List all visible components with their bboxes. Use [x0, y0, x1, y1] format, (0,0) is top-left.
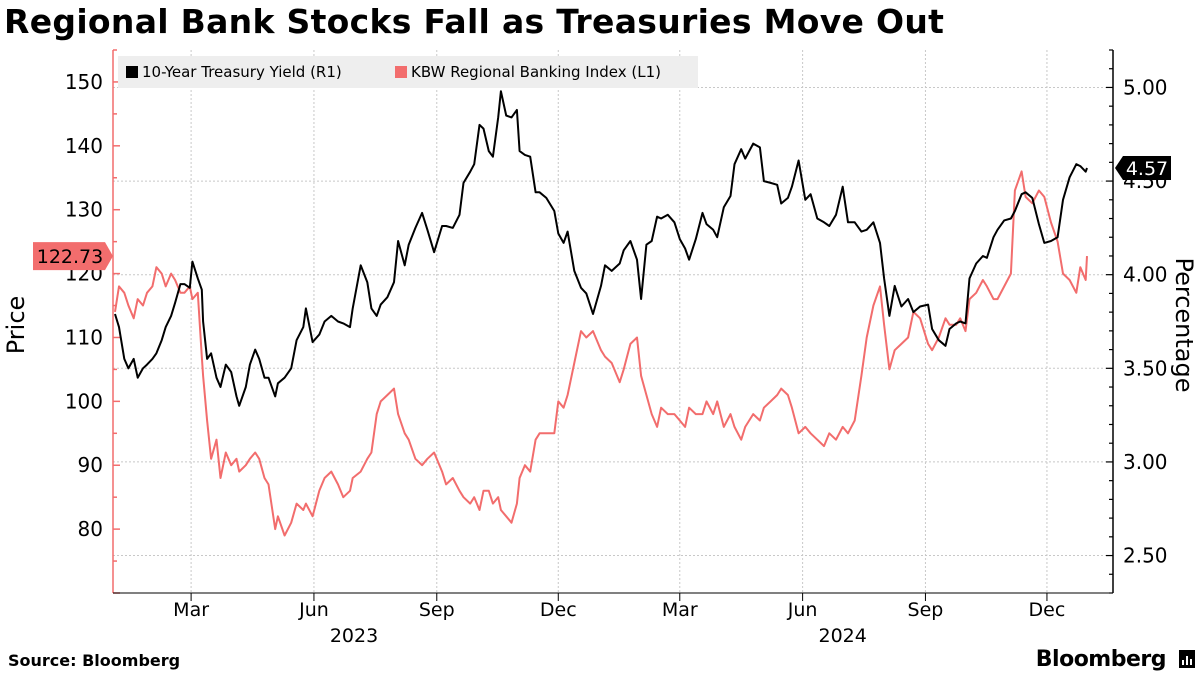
- x-axis-tick-label: Dec: [1029, 599, 1066, 621]
- x-axis-tick-label: Dec: [540, 599, 577, 621]
- last-value-flag-kbw-label: 122.73: [37, 246, 103, 268]
- y-axis-right-tick-label: 4.00: [1123, 263, 1168, 287]
- x-axis-tick-label: Mar: [173, 599, 209, 621]
- x-axis-year-label: 2023: [330, 625, 378, 647]
- last-value-flag-kbw-bg: [33, 242, 113, 271]
- x-axis-tick-label: Sep: [419, 599, 455, 621]
- y-axis-left-tick-label: 100: [65, 389, 103, 413]
- chart-lines: [114, 90, 1088, 537]
- y-axis-right-tick-label: 2.50: [1123, 544, 1168, 568]
- bloomberg-badge-icon: [1179, 650, 1195, 668]
- legend-swatch-yield: [126, 66, 138, 78]
- y-axis-left-tick-label: 90: [78, 453, 103, 477]
- legend-background: [118, 56, 698, 88]
- axis-titles: Price Percentage: [2, 257, 1198, 392]
- source-note: Source: Bloomberg: [8, 651, 181, 670]
- series-line-kbw-index: [114, 170, 1088, 537]
- series-line-treasury-yield: [114, 90, 1088, 407]
- y-axis-left-tick-label: 110: [65, 325, 103, 349]
- y-axis-left-tick-label: 80: [78, 517, 103, 541]
- y-axis-right-tick-label: 5.00: [1123, 75, 1168, 99]
- last-value-flags: 4.57 122.73: [33, 155, 1171, 271]
- y-axis-right-title: Percentage: [1170, 257, 1198, 392]
- chart-axes: 80901001101201301401502.503.003.504.004.…: [65, 49, 1168, 647]
- last-value-flag-yield-bg: [1115, 155, 1171, 180]
- x-axis-tick-label: Jun: [298, 599, 329, 621]
- x-axis-year-label: 2024: [818, 625, 866, 647]
- last-value-flag-yield-label: 4.57: [1126, 158, 1168, 180]
- y-axis-left-title: Price: [2, 296, 30, 355]
- y-axis-left-tick-label: 140: [65, 134, 103, 158]
- y-axis-right-tick-label: 3.00: [1123, 450, 1168, 474]
- x-axis-tick-label: Mar: [662, 599, 698, 621]
- x-axis-tick-label: Jun: [787, 599, 818, 621]
- chart-legend: 10-Year Treasury Yield (R1) KBW Regional…: [118, 56, 698, 88]
- page-title: Regional Bank Stocks Fall as Treasuries …: [4, 2, 945, 41]
- y-axis-right-tick-label: 3.50: [1123, 356, 1168, 380]
- legend-swatch-kbw: [395, 66, 407, 78]
- legend-label-yield[interactable]: 10-Year Treasury Yield (R1): [142, 63, 342, 81]
- y-axis-left-tick-label: 130: [65, 198, 103, 222]
- x-axis-tick-label: Sep: [908, 599, 944, 621]
- bloomberg-logo: Bloomberg: [1035, 647, 1167, 672]
- y-axis-left-tick-label: 150: [65, 70, 103, 94]
- legend-label-kbw[interactable]: KBW Regional Banking Index (L1): [411, 63, 661, 81]
